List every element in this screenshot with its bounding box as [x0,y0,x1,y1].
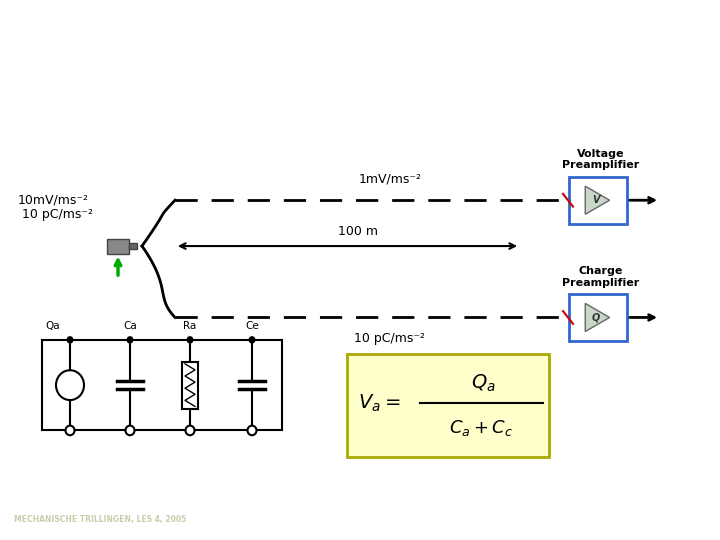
Text: 100 m: 100 m [338,225,377,238]
Text: Voltage
Preamplifier: Voltage Preamplifier [562,149,639,171]
Circle shape [248,426,256,435]
Bar [569,177,627,224]
Text: Ra: Ra [184,321,197,332]
Text: 10mV/ms⁻²: 10mV/ms⁻² [17,194,89,207]
Text: Q: Q [592,313,600,322]
Text: Qa: Qa [45,321,60,332]
Text: Ca: Ca [123,321,137,332]
Polygon shape [585,186,610,214]
Polygon shape [585,303,610,332]
Bar [129,243,137,249]
Text: $V_a =$: $V_a =$ [358,393,400,414]
Bar [569,294,627,341]
FancyBboxPatch shape [347,354,549,457]
Circle shape [127,336,133,343]
Text: 33: 33 [341,482,356,492]
Circle shape [125,426,135,435]
Text: Charge
Preamplifier: Charge Preamplifier [562,266,639,288]
Circle shape [186,336,194,343]
Text: 10 pC/ms⁻²: 10 pC/ms⁻² [354,333,426,346]
Circle shape [66,426,74,435]
Circle shape [248,336,256,343]
Text: Acoustics & Vibration Research Group: Acoustics & Vibration Research Group [446,482,655,492]
Text: Ce: Ce [245,321,259,332]
Text: $Q_a$: $Q_a$ [471,373,495,394]
Circle shape [66,336,73,343]
Text: 10 pC/ms⁻²: 10 pC/ms⁻² [22,207,94,220]
Text: 1mV/ms⁻²: 1mV/ms⁻² [359,172,421,185]
Text: V: V [593,195,600,205]
Text: Vrije Universiteit Brussel: Vrije Universiteit Brussel [524,513,700,526]
Text: Choice of Preamplifier: Choice of Preamplifier [25,25,374,52]
Bar [182,362,198,409]
Circle shape [186,426,194,435]
Text: $C_a + C_c$: $C_a + C_c$ [449,417,513,437]
Bar [107,239,129,253]
Text: MECHANISCHE TRILLINGEN, LES 4, 2005: MECHANISCHE TRILLINGEN, LES 4, 2005 [14,515,186,524]
